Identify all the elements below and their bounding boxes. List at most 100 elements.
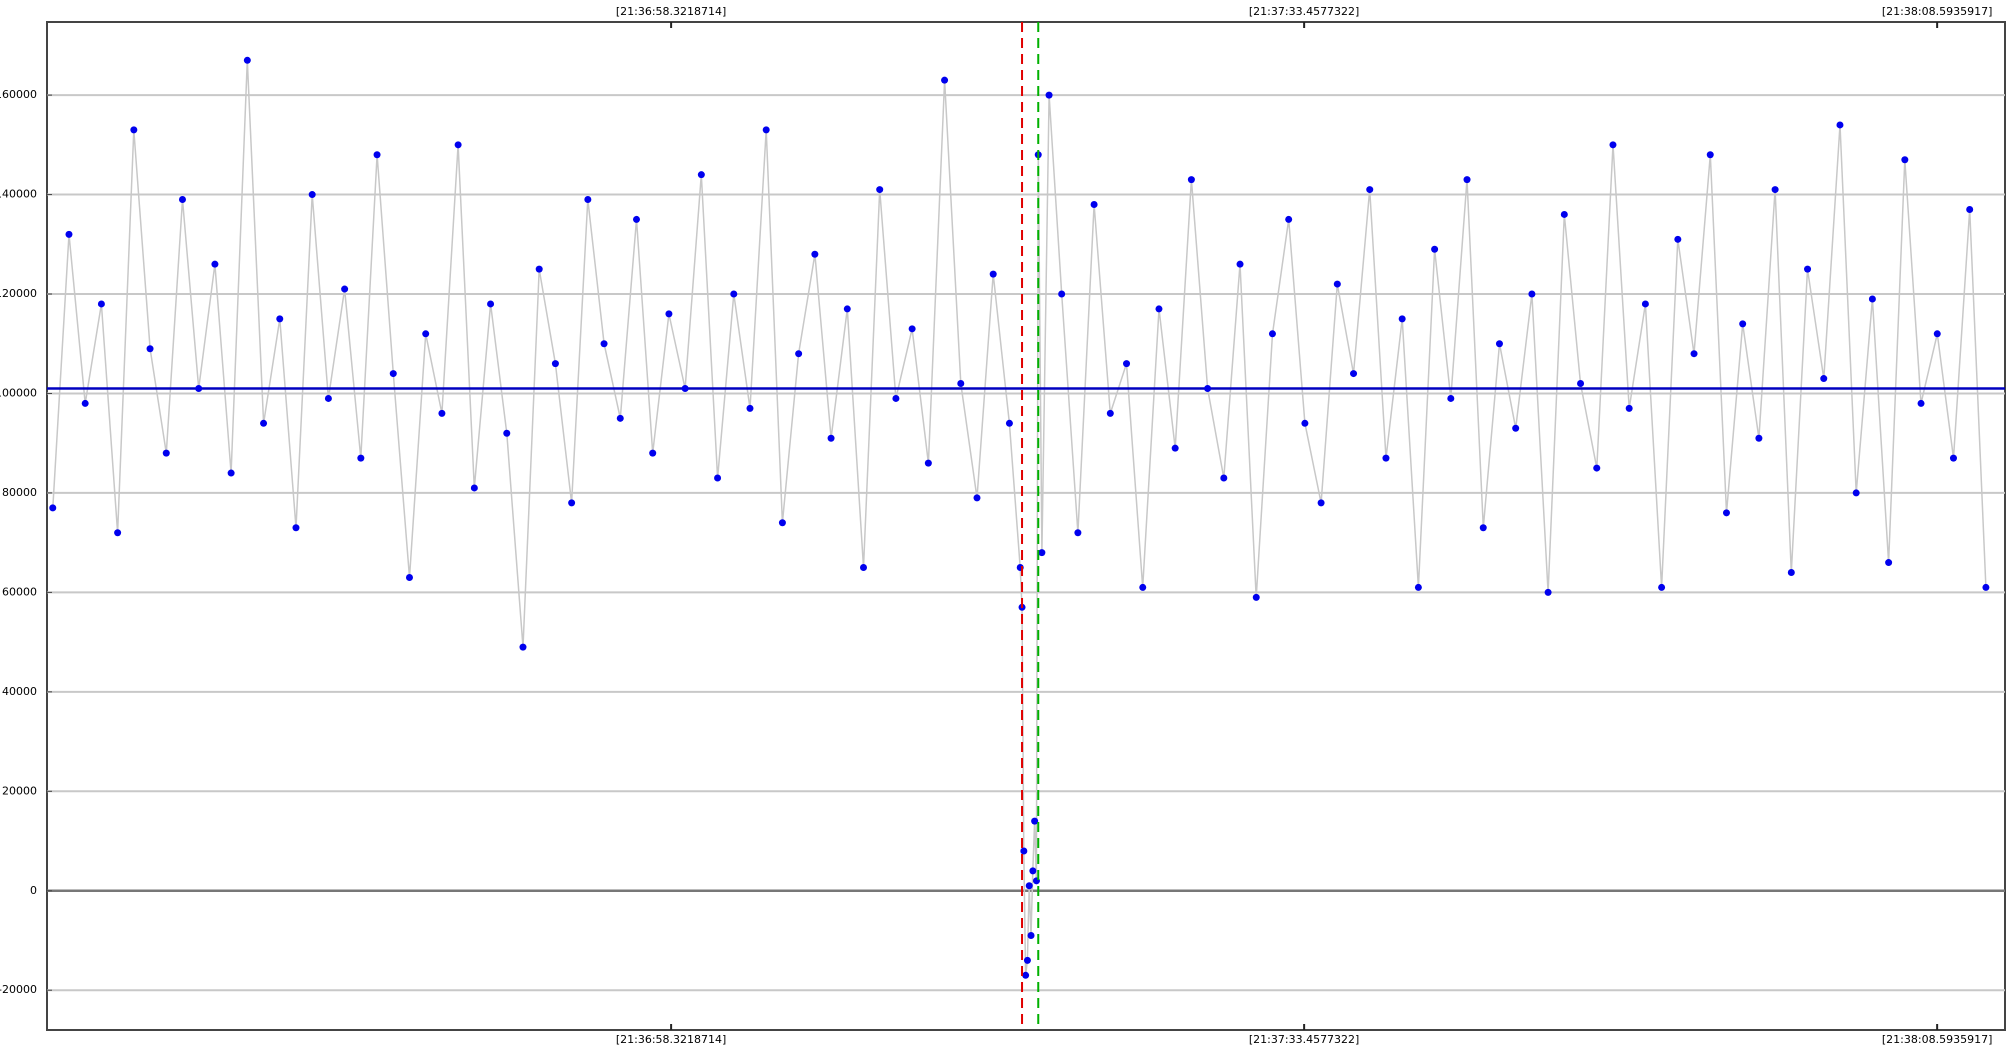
point bbox=[1187, 176, 1195, 184]
point bbox=[227, 469, 235, 477]
point bbox=[876, 186, 884, 194]
point bbox=[178, 196, 186, 204]
point bbox=[487, 300, 495, 308]
point bbox=[1074, 529, 1082, 537]
y-tick-label: 20000 bbox=[2, 784, 37, 797]
point bbox=[616, 414, 624, 422]
point bbox=[1463, 176, 1471, 184]
point bbox=[1268, 330, 1276, 338]
point bbox=[1836, 121, 1844, 129]
point bbox=[1544, 588, 1552, 596]
point bbox=[405, 573, 413, 581]
point bbox=[1317, 499, 1325, 507]
point bbox=[1722, 509, 1730, 517]
point bbox=[114, 529, 122, 537]
point bbox=[1755, 434, 1763, 442]
point bbox=[1901, 156, 1909, 164]
point bbox=[1804, 265, 1812, 273]
y-tick-label: 0 bbox=[30, 884, 37, 897]
point bbox=[1414, 583, 1422, 591]
point bbox=[892, 394, 900, 402]
point bbox=[470, 484, 478, 492]
point bbox=[973, 494, 981, 502]
point bbox=[1204, 385, 1212, 393]
point bbox=[503, 429, 511, 437]
point bbox=[1609, 141, 1617, 149]
point bbox=[1966, 205, 1974, 213]
point bbox=[989, 270, 997, 278]
point bbox=[1301, 419, 1309, 427]
point bbox=[568, 499, 576, 507]
point bbox=[162, 449, 170, 457]
point bbox=[1625, 404, 1633, 412]
point bbox=[1139, 583, 1147, 591]
point bbox=[65, 230, 73, 238]
point bbox=[1820, 375, 1828, 383]
point bbox=[1090, 201, 1098, 209]
point bbox=[1005, 419, 1013, 427]
point bbox=[49, 504, 57, 512]
point bbox=[1023, 956, 1031, 964]
point bbox=[1045, 91, 1053, 99]
point bbox=[1031, 817, 1039, 825]
point bbox=[438, 409, 446, 417]
point bbox=[1949, 454, 1957, 462]
point bbox=[1027, 932, 1035, 940]
point bbox=[778, 519, 786, 527]
point bbox=[1690, 350, 1698, 358]
point bbox=[1382, 454, 1390, 462]
point bbox=[1431, 245, 1439, 253]
y-tick-label: 60000 bbox=[2, 585, 37, 598]
point bbox=[81, 399, 89, 407]
point bbox=[730, 290, 738, 298]
x-tick-label-top: [21:37:33.4577322] bbox=[1249, 5, 1359, 18]
point bbox=[1025, 882, 1033, 890]
point bbox=[373, 151, 381, 159]
point bbox=[1155, 305, 1163, 313]
point bbox=[1885, 559, 1893, 567]
point bbox=[535, 265, 543, 273]
x-tick-label-top: [21:36:58.3218714] bbox=[616, 5, 726, 18]
y-tick-label: 160000 bbox=[0, 88, 37, 101]
point bbox=[130, 126, 138, 134]
point bbox=[519, 643, 527, 651]
point bbox=[1333, 280, 1341, 288]
point bbox=[795, 350, 803, 358]
point bbox=[1220, 474, 1228, 482]
point bbox=[389, 370, 397, 378]
point bbox=[1029, 867, 1037, 875]
point bbox=[1479, 524, 1487, 532]
point bbox=[1366, 186, 1374, 194]
plot-frame bbox=[46, 21, 2006, 1031]
point bbox=[276, 315, 284, 323]
x-tick-label-bottom: [21:37:33.4577322] bbox=[1249, 1033, 1359, 1046]
point bbox=[1058, 290, 1066, 298]
point bbox=[746, 404, 754, 412]
point bbox=[1852, 489, 1860, 497]
y-tick-label: 40000 bbox=[2, 685, 37, 698]
point bbox=[1123, 360, 1131, 368]
point bbox=[649, 449, 657, 457]
point bbox=[908, 325, 916, 333]
point bbox=[1868, 295, 1876, 303]
point bbox=[357, 454, 365, 462]
point bbox=[341, 285, 349, 293]
y-tick-label: -20000 bbox=[0, 983, 37, 996]
point bbox=[1398, 315, 1406, 323]
point bbox=[1106, 409, 1114, 417]
y-tick-label: 120000 bbox=[0, 287, 37, 300]
point bbox=[1641, 300, 1649, 308]
point bbox=[1706, 151, 1714, 159]
point bbox=[308, 191, 316, 199]
y-tick-label: 140000 bbox=[0, 188, 37, 201]
x-tick-label-top: [21:38:08.5935917] bbox=[1882, 5, 1992, 18]
point bbox=[1285, 215, 1293, 223]
point bbox=[97, 300, 105, 308]
point bbox=[1560, 210, 1568, 218]
point bbox=[211, 260, 219, 268]
point bbox=[1787, 568, 1795, 576]
point bbox=[681, 385, 689, 393]
point bbox=[665, 310, 673, 318]
